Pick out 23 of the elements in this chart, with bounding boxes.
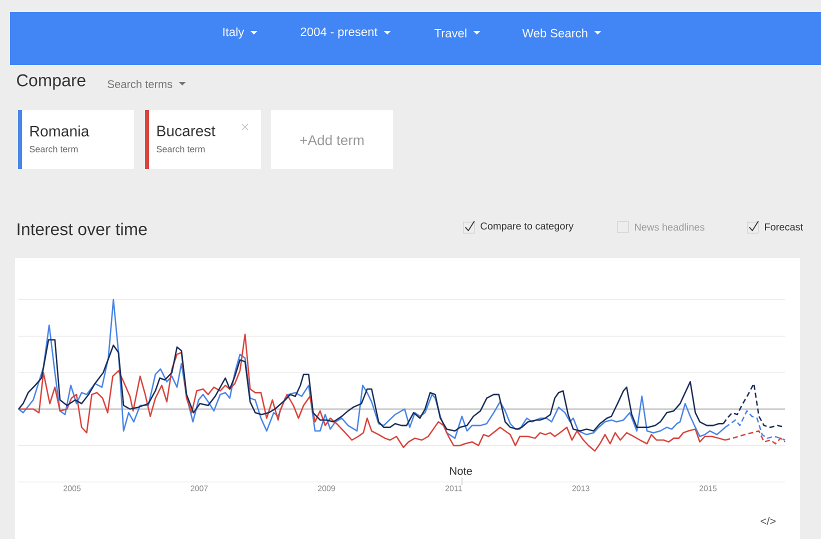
text: Forecast [765,224,804,230]
text: Search term [156,146,205,152]
legend-label: Bucarest [157,126,216,136]
text: Compare to category [480,222,574,232]
text: News headlines [635,223,704,231]
x-tick-label: 2011 [445,486,462,492]
text: </> [760,516,776,526]
chart-title: Interest over time [18,222,147,236]
text: Web Search [522,28,588,38]
text: Italy [223,27,244,39]
text: 2004 - present [300,28,378,38]
text: +Add term [300,134,364,146]
x-tick-label: 2015 [700,486,717,492]
annotation: Note [450,467,472,475]
text: Search terms [108,80,172,88]
x-tick-label: 2009 [318,486,335,492]
x-tick-label: 2005 [64,486,81,492]
text: Compare [17,74,86,90]
text: Search term [30,146,78,152]
x-tick-label: 2013 [572,486,590,492]
legend-label: Romania [30,125,90,136]
x-tick-label: 2007 [190,486,208,492]
text: Travel [434,28,466,38]
